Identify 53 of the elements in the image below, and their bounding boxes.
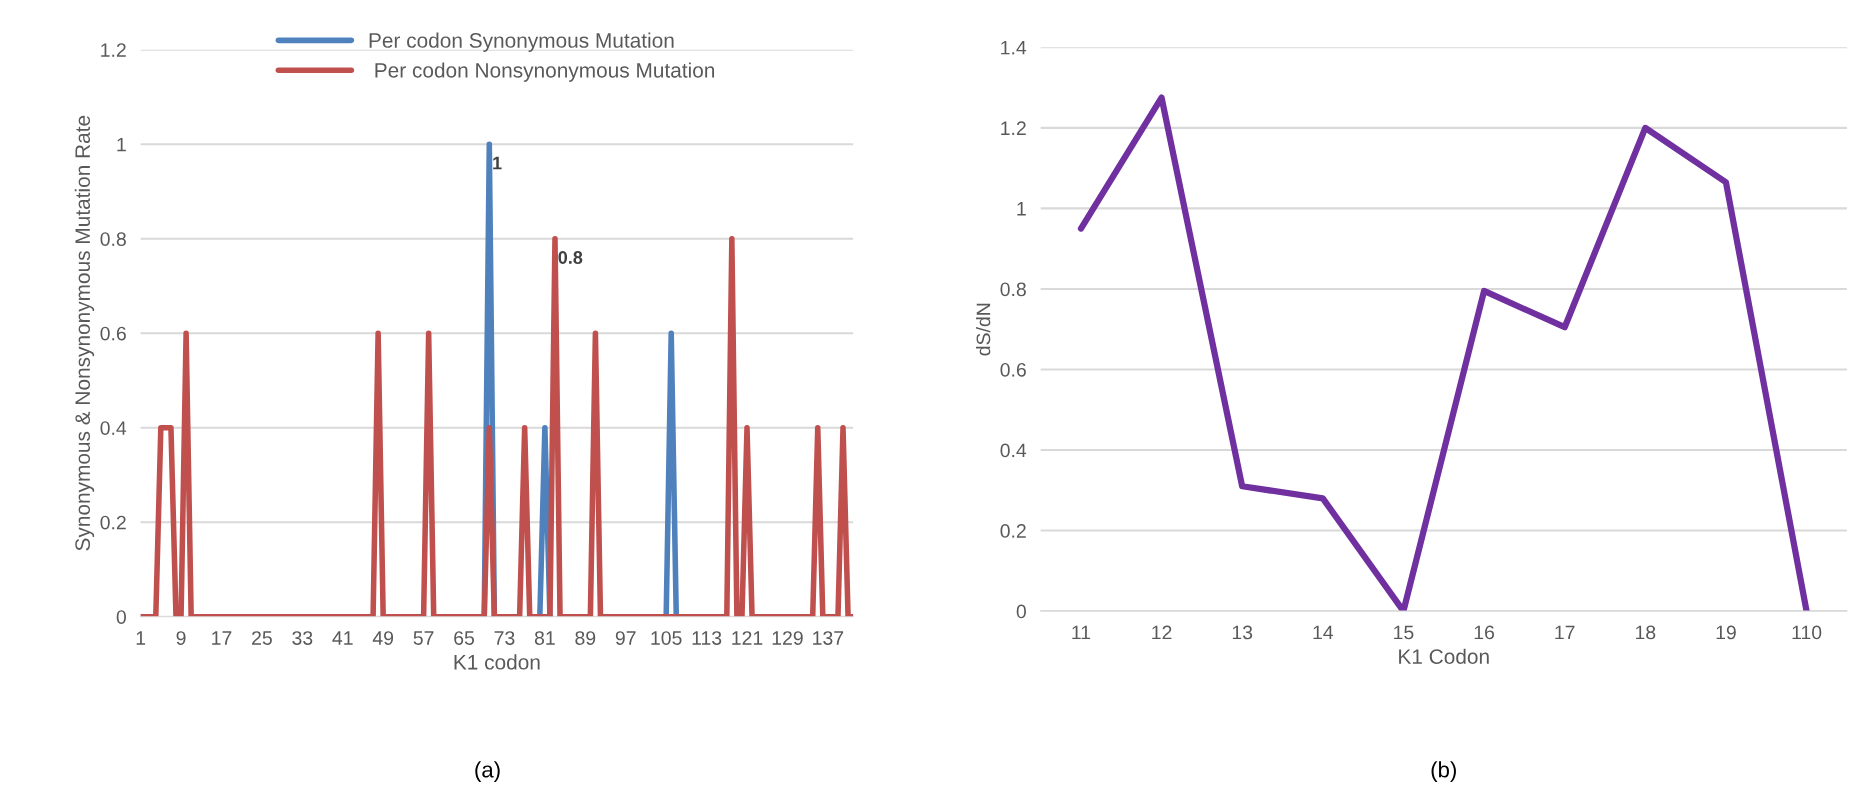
x-tick-label: 17 [1555, 625, 1575, 640]
y-tick-label: 0.4 [100, 421, 127, 435]
y-tick-label: 0 [1016, 604, 1026, 619]
x-tick-label: 129 [772, 631, 803, 645]
legend-label: Per codon Synonymous Mutation [369, 32, 674, 52]
y-tick-label: 0.4 [1000, 443, 1027, 458]
y-tick-label: 0.6 [100, 326, 126, 341]
y-tick-label: 0 [116, 610, 126, 624]
y-axis-title: Synonymous & Nonsynonymous Mutation Rate [74, 115, 95, 551]
x-tick-label: 12 [1152, 625, 1172, 640]
y-tick-label: 0.8 [1000, 282, 1026, 297]
x-tick-label: 57 [413, 631, 434, 645]
y-axis-title: dS/dN [976, 303, 991, 356]
legend-label: Per codon Nonsynonymous Mutation [375, 62, 715, 82]
y-tick-label: 0.6 [1000, 362, 1026, 377]
x-tick-label: 121 [732, 631, 763, 645]
x-axis-title: K1 codon [454, 654, 540, 670]
x-tick-label: 11 [1072, 625, 1091, 640]
y-tick-label: 1.4 [1001, 40, 1027, 55]
x-tick-label: 73 [494, 631, 515, 645]
x-tick-label: 17 [212, 631, 232, 645]
y-tick-label: 1 [1017, 202, 1026, 216]
y-tick-label: 0.2 [1000, 524, 1026, 538]
x-tick-label: 137 [813, 631, 844, 645]
x-axis-title: K1 Codon [1399, 648, 1489, 664]
x-tick-label: 81 [534, 631, 555, 645]
y-tick-label: 0.2 [100, 515, 126, 530]
annotation: 1 [493, 156, 502, 170]
x-tick-label: 18 [1635, 625, 1656, 640]
x-tick-label: 113 [692, 631, 722, 645]
x-tick-label: 110 [1792, 625, 1822, 640]
text: (a) [475, 761, 500, 782]
x-tick-label: 19 [1716, 625, 1736, 640]
x-tick-label: 15 [1394, 625, 1414, 640]
x-tick-label: 14 [1313, 625, 1334, 640]
annotation: 0.8 [558, 251, 583, 264]
x-tick-label: 1 [136, 631, 146, 645]
x-tick-label: 89 [575, 631, 596, 645]
y-tick-label: 1.2 [1001, 121, 1026, 135]
x-tick-label: 41 [332, 631, 353, 645]
x-tick-label: 97 [615, 631, 636, 645]
x-tick-label: 49 [372, 631, 394, 645]
x-tick-label: 13 [1232, 625, 1253, 640]
y-tick-label: 0.8 [100, 232, 126, 246]
x-tick-label: 65 [454, 631, 475, 645]
x-tick-label: 25 [252, 631, 272, 645]
x-tick-label: 105 [651, 631, 682, 645]
x-tick-label: 33 [292, 631, 313, 645]
x-tick-label: 16 [1474, 625, 1495, 640]
y-tick-label: 1 [117, 137, 126, 152]
text: (b) [1431, 761, 1456, 782]
x-tick-label: 9 [176, 631, 186, 645]
y-tick-label: 1.2 [101, 43, 126, 57]
